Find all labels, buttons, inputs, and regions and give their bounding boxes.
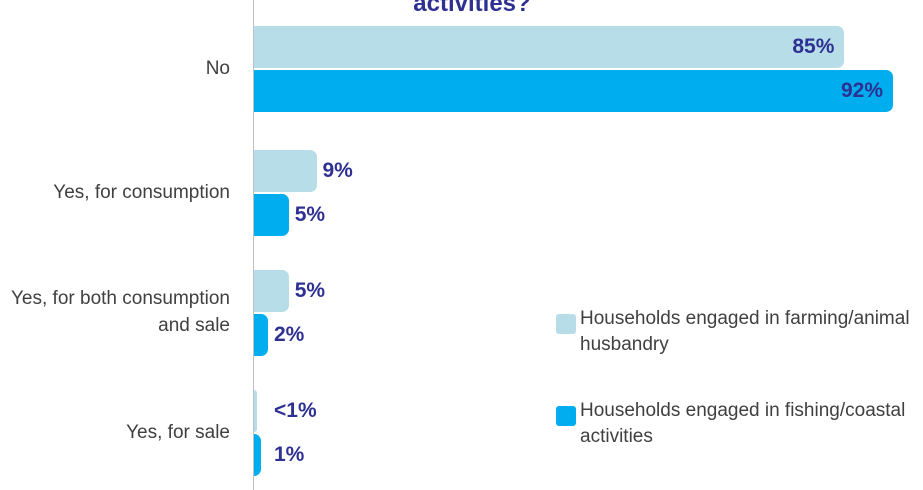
category-label: No: [205, 57, 230, 79]
axis-line: [253, 0, 254, 490]
value-label: 92%: [841, 79, 884, 102]
value-label: 9%: [322, 159, 353, 182]
legend-label: Households engaged in fishing/coastal ac…: [580, 400, 906, 447]
bar: [254, 150, 317, 192]
value-label: 1%: [274, 443, 305, 466]
bar: [254, 70, 893, 112]
value-label: 2%: [274, 323, 305, 346]
chart-title: activities?: [413, 0, 531, 17]
bar: [254, 270, 289, 312]
value-label: 5%: [294, 203, 326, 226]
bar: [254, 26, 845, 68]
category-label: Yes, for consumption: [53, 181, 230, 203]
legend-swatch: [556, 314, 576, 334]
bar: [254, 194, 289, 236]
bar: [254, 314, 268, 356]
bar: [254, 390, 258, 432]
value-label: 5%: [294, 279, 326, 302]
value-label: 85%: [792, 35, 835, 58]
legend-swatch: [556, 406, 576, 426]
bar: [254, 434, 261, 476]
value-label: <1%: [274, 399, 317, 422]
legend-label: Households engaged in farming/animal hus…: [580, 308, 910, 355]
category-label: Yes, for both consumption and sale: [11, 288, 230, 336]
category-label: Yes, for sale: [126, 421, 230, 443]
